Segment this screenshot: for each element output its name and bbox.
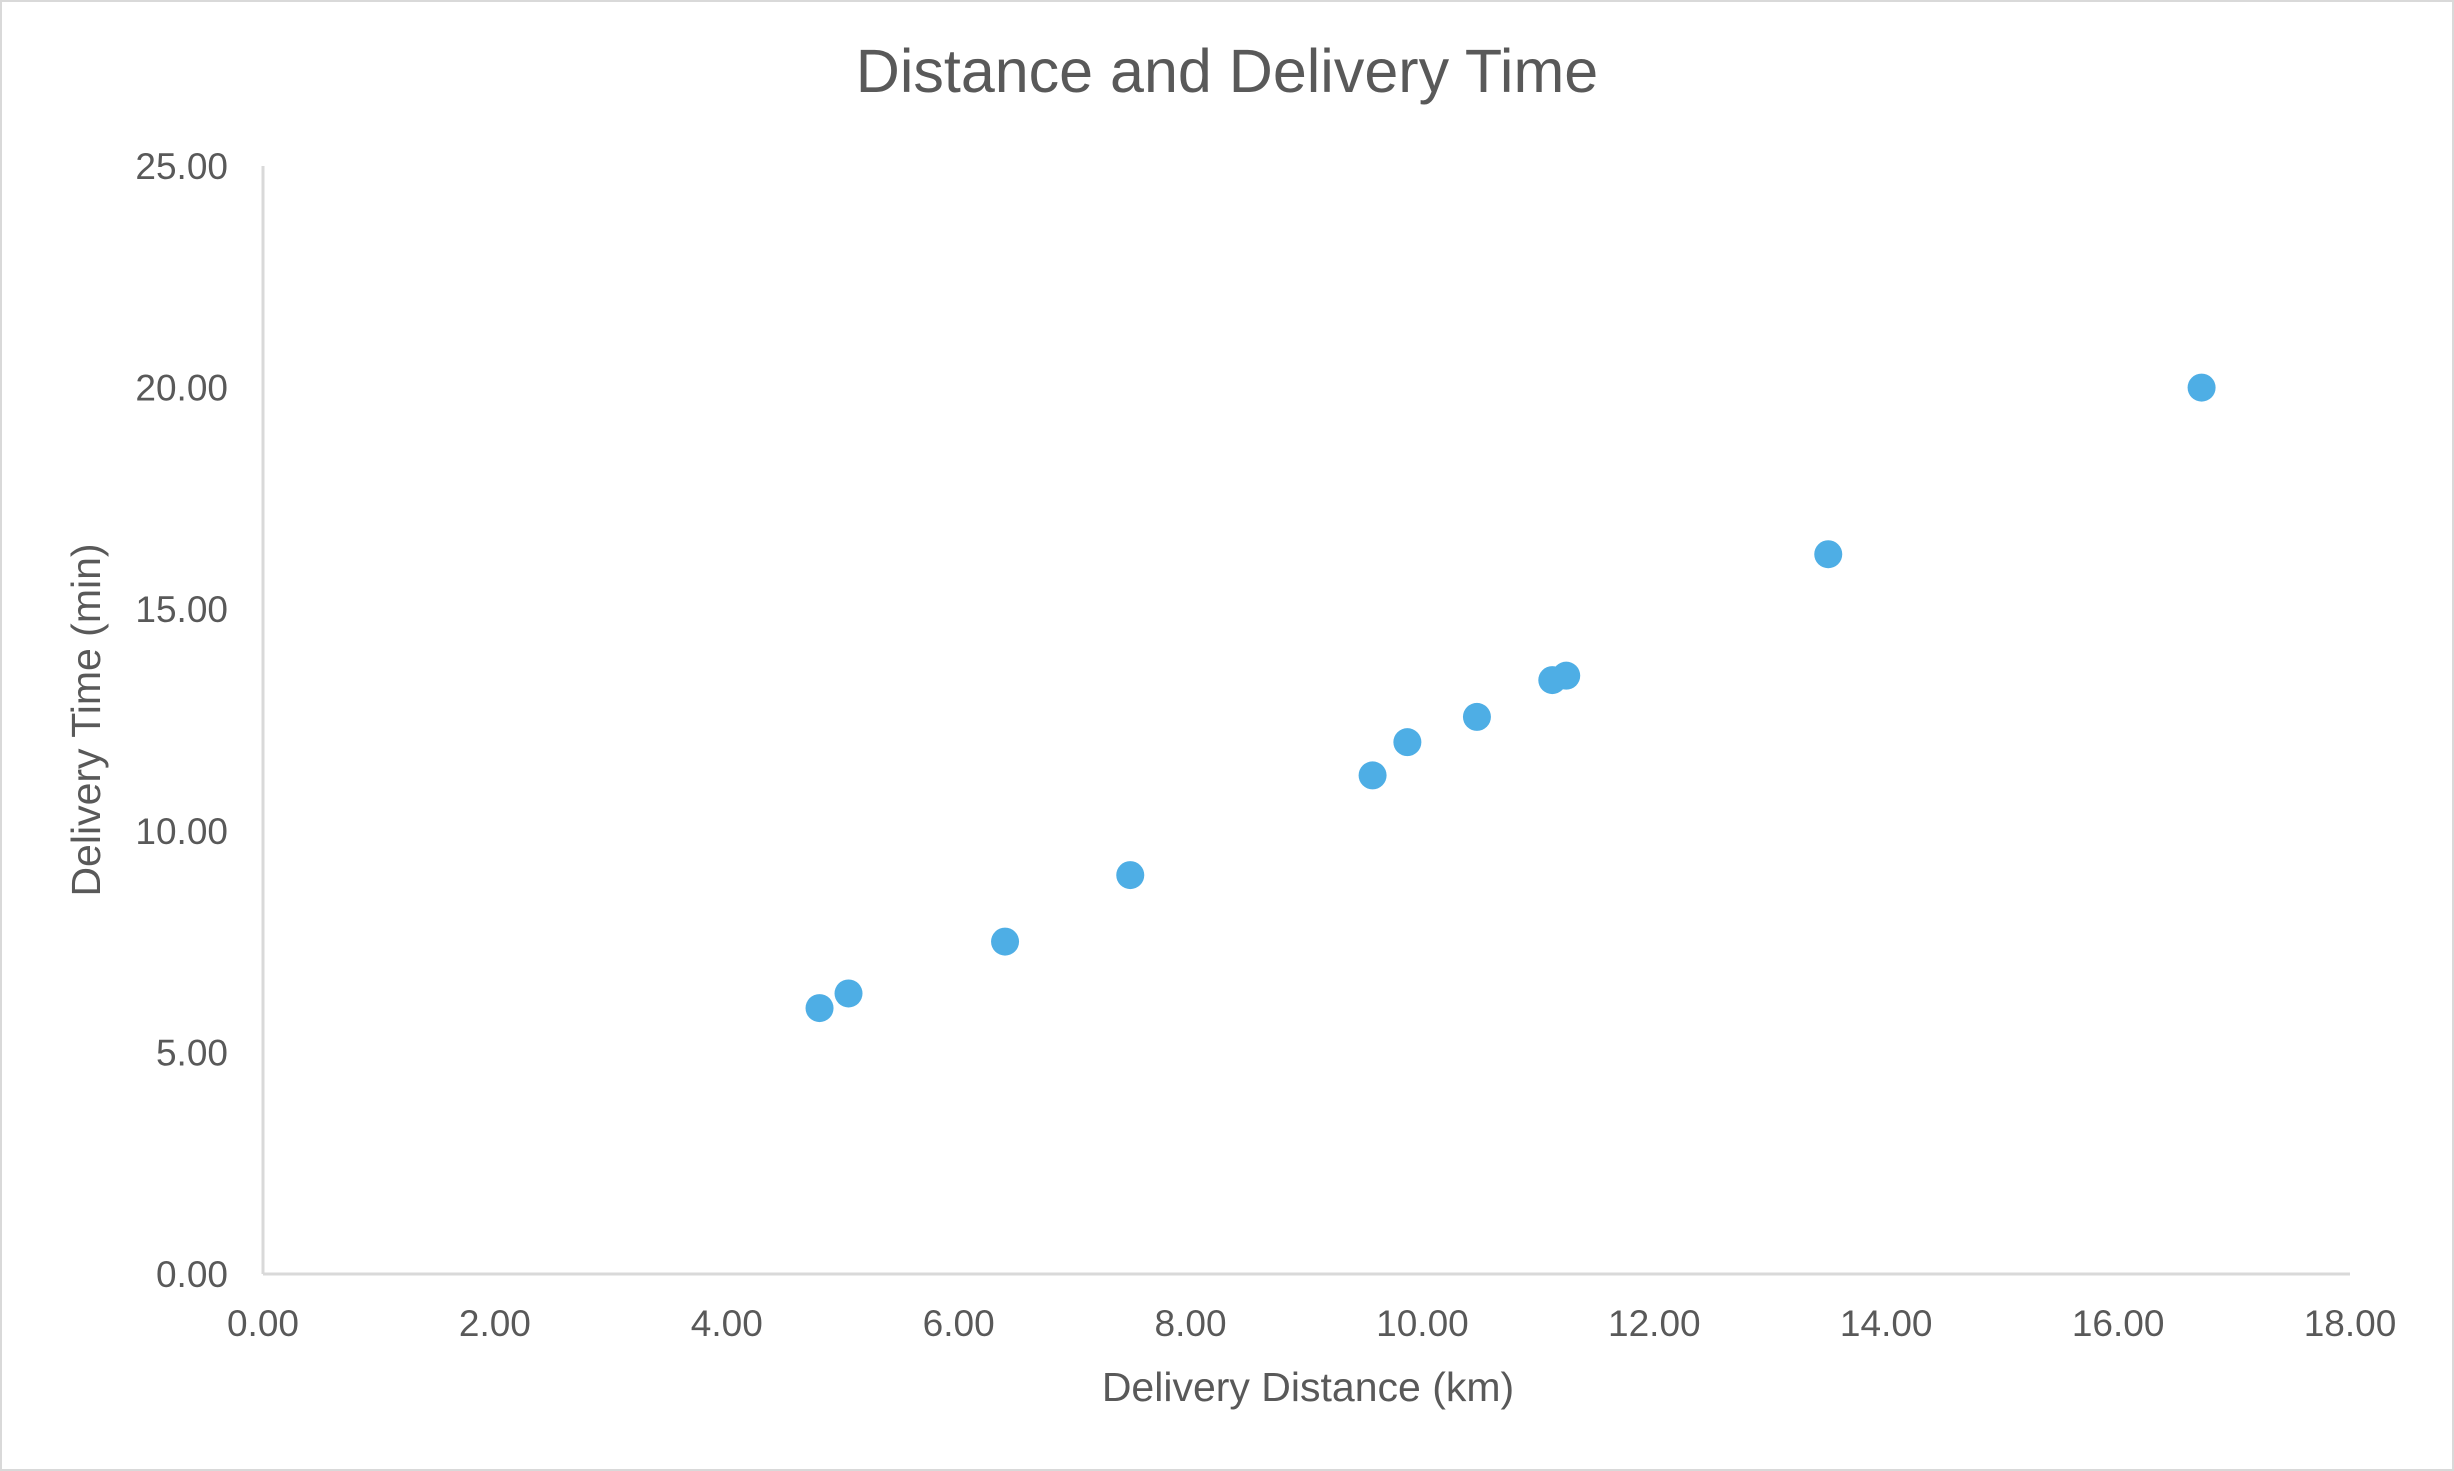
y-tick-label: 10.00 — [135, 811, 228, 852]
data-point — [1462, 702, 1491, 731]
chart-title: Distance and Delivery Time — [856, 37, 1598, 105]
data-point — [991, 927, 1020, 956]
x-tick-label: 14.00 — [1840, 1303, 1933, 1344]
x-tick-label: 4.00 — [691, 1303, 763, 1344]
y-tick-label: 25.00 — [135, 146, 228, 187]
x-tick-label: 18.00 — [2304, 1303, 2397, 1344]
y-tick-label: 0.00 — [156, 1254, 228, 1295]
data-point — [805, 994, 834, 1023]
data-points — [805, 373, 2216, 1023]
x-tick-label: 8.00 — [1155, 1303, 1227, 1344]
x-axis-ticks: 0.00 2.00 4.00 6.00 8.00 10.00 12.00 14.00 16.00… — [227, 1303, 2396, 1344]
x-tick-label: 12.00 — [1608, 1303, 1701, 1344]
x-tick-label: 0.00 — [227, 1303, 299, 1344]
y-tick-label: 20.00 — [135, 368, 228, 409]
y-axis-ticks: 0.00 5.00 10.00 15.00 20.00 25.00 — [135, 146, 228, 1295]
data-point — [1814, 540, 1843, 569]
data-point — [1393, 728, 1422, 757]
x-tick-label: 10.00 — [1376, 1303, 1469, 1344]
x-tick-label: 16.00 — [2072, 1303, 2165, 1344]
y-axis-title: Delivery Time (min) — [63, 543, 109, 896]
data-point — [2187, 373, 2216, 402]
data-point — [1358, 761, 1387, 790]
data-point — [834, 979, 863, 1008]
y-tick-label: 5.00 — [156, 1032, 228, 1073]
data-point — [1116, 861, 1145, 890]
x-axis-title: Delivery Distance (km) — [1102, 1364, 1514, 1410]
y-tick-label: 15.00 — [135, 589, 228, 630]
x-tick-label: 2.00 — [459, 1303, 531, 1344]
data-point — [1552, 661, 1581, 690]
x-tick-label: 6.00 — [923, 1303, 995, 1344]
